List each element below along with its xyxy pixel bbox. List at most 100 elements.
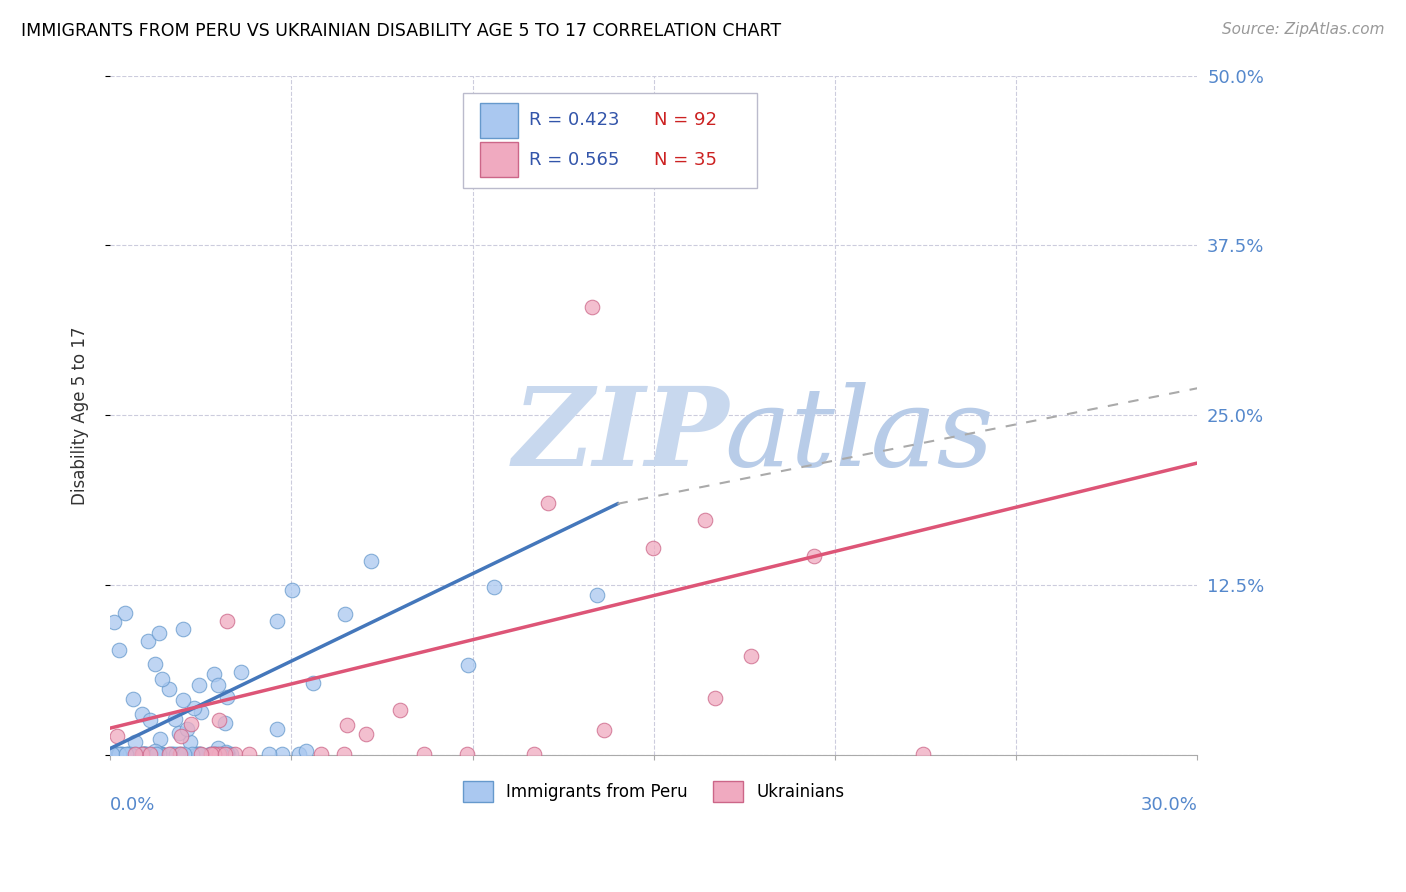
Point <box>200 747 222 761</box>
Point <box>201 747 224 761</box>
Point <box>114 747 136 761</box>
Text: ZIP: ZIP <box>512 382 728 490</box>
Point <box>167 725 190 739</box>
Point <box>281 582 304 597</box>
Point <box>523 747 546 761</box>
Point <box>180 717 202 731</box>
Point <box>190 705 212 719</box>
Point <box>215 690 238 705</box>
Point <box>188 747 211 761</box>
Point <box>150 747 173 761</box>
Point <box>107 747 129 761</box>
Point <box>157 747 180 761</box>
Point <box>266 614 288 628</box>
Point <box>217 747 239 761</box>
Point <box>114 606 136 620</box>
Point <box>122 691 145 706</box>
Point <box>187 747 209 761</box>
Bar <box>479 142 517 178</box>
Text: atlas: atlas <box>724 382 994 490</box>
Point <box>131 706 153 721</box>
Point <box>911 747 934 761</box>
Text: N = 35: N = 35 <box>654 151 717 169</box>
Point <box>360 554 382 568</box>
Y-axis label: Disability Age 5 to 17: Disability Age 5 to 17 <box>72 326 89 505</box>
Point <box>149 732 172 747</box>
Point <box>333 747 356 761</box>
Point <box>740 648 762 663</box>
Point <box>208 747 231 761</box>
Text: R = 0.423: R = 0.423 <box>529 112 637 129</box>
Point <box>266 723 288 737</box>
Point <box>159 747 181 761</box>
Point <box>456 747 478 761</box>
Point <box>111 747 134 761</box>
Point <box>224 747 246 761</box>
Text: 30.0%: 30.0% <box>1140 797 1198 814</box>
Point <box>132 747 155 761</box>
Point <box>209 747 232 761</box>
FancyBboxPatch shape <box>464 93 756 187</box>
Point <box>125 747 148 761</box>
Point <box>118 747 141 761</box>
Point <box>117 747 139 761</box>
Point <box>139 714 162 728</box>
Point <box>136 747 159 761</box>
Point <box>202 747 225 761</box>
Point <box>108 643 131 657</box>
Point <box>208 713 231 727</box>
Point <box>172 623 194 637</box>
Point <box>200 747 222 761</box>
Point <box>184 747 207 761</box>
Point <box>108 747 131 761</box>
Point <box>149 747 172 761</box>
Point <box>134 747 156 761</box>
Point <box>202 747 225 761</box>
Point <box>302 675 325 690</box>
Point <box>169 747 191 761</box>
Point <box>134 747 156 761</box>
Point <box>482 580 505 594</box>
Point <box>131 747 153 761</box>
Point <box>190 747 212 761</box>
Point <box>124 747 146 761</box>
Legend: Immigrants from Peru, Ukrainians: Immigrants from Peru, Ukrainians <box>457 774 851 808</box>
Point <box>136 633 159 648</box>
Point <box>149 747 172 761</box>
Point <box>134 747 156 761</box>
Point <box>214 747 236 761</box>
Point <box>104 747 127 761</box>
Point <box>150 672 173 686</box>
Point <box>204 747 226 761</box>
Point <box>215 746 238 760</box>
Point <box>162 747 184 761</box>
Point <box>704 690 727 705</box>
Text: 0.0%: 0.0% <box>110 797 156 814</box>
Point <box>148 626 170 640</box>
Point <box>176 722 198 736</box>
Point <box>172 693 194 707</box>
Point <box>143 744 166 758</box>
Point <box>388 703 411 717</box>
Point <box>215 747 238 761</box>
Point <box>207 740 229 755</box>
Point <box>229 665 252 679</box>
Point <box>159 681 181 696</box>
Point <box>145 747 167 761</box>
Point <box>122 747 145 761</box>
Point <box>257 747 280 761</box>
Point <box>132 747 155 761</box>
Point <box>205 747 228 761</box>
Point <box>457 658 479 673</box>
Point <box>695 513 717 527</box>
Text: IMMIGRANTS FROM PERU VS UKRAINIAN DISABILITY AGE 5 TO 17 CORRELATION CHART: IMMIGRANTS FROM PERU VS UKRAINIAN DISABI… <box>21 22 782 40</box>
Point <box>180 747 202 761</box>
Point <box>124 735 146 749</box>
Point <box>160 747 183 761</box>
Point <box>170 747 193 761</box>
Point <box>170 729 193 743</box>
Point <box>592 723 614 738</box>
Point <box>215 614 238 628</box>
Point <box>190 747 212 761</box>
Point <box>105 729 128 743</box>
